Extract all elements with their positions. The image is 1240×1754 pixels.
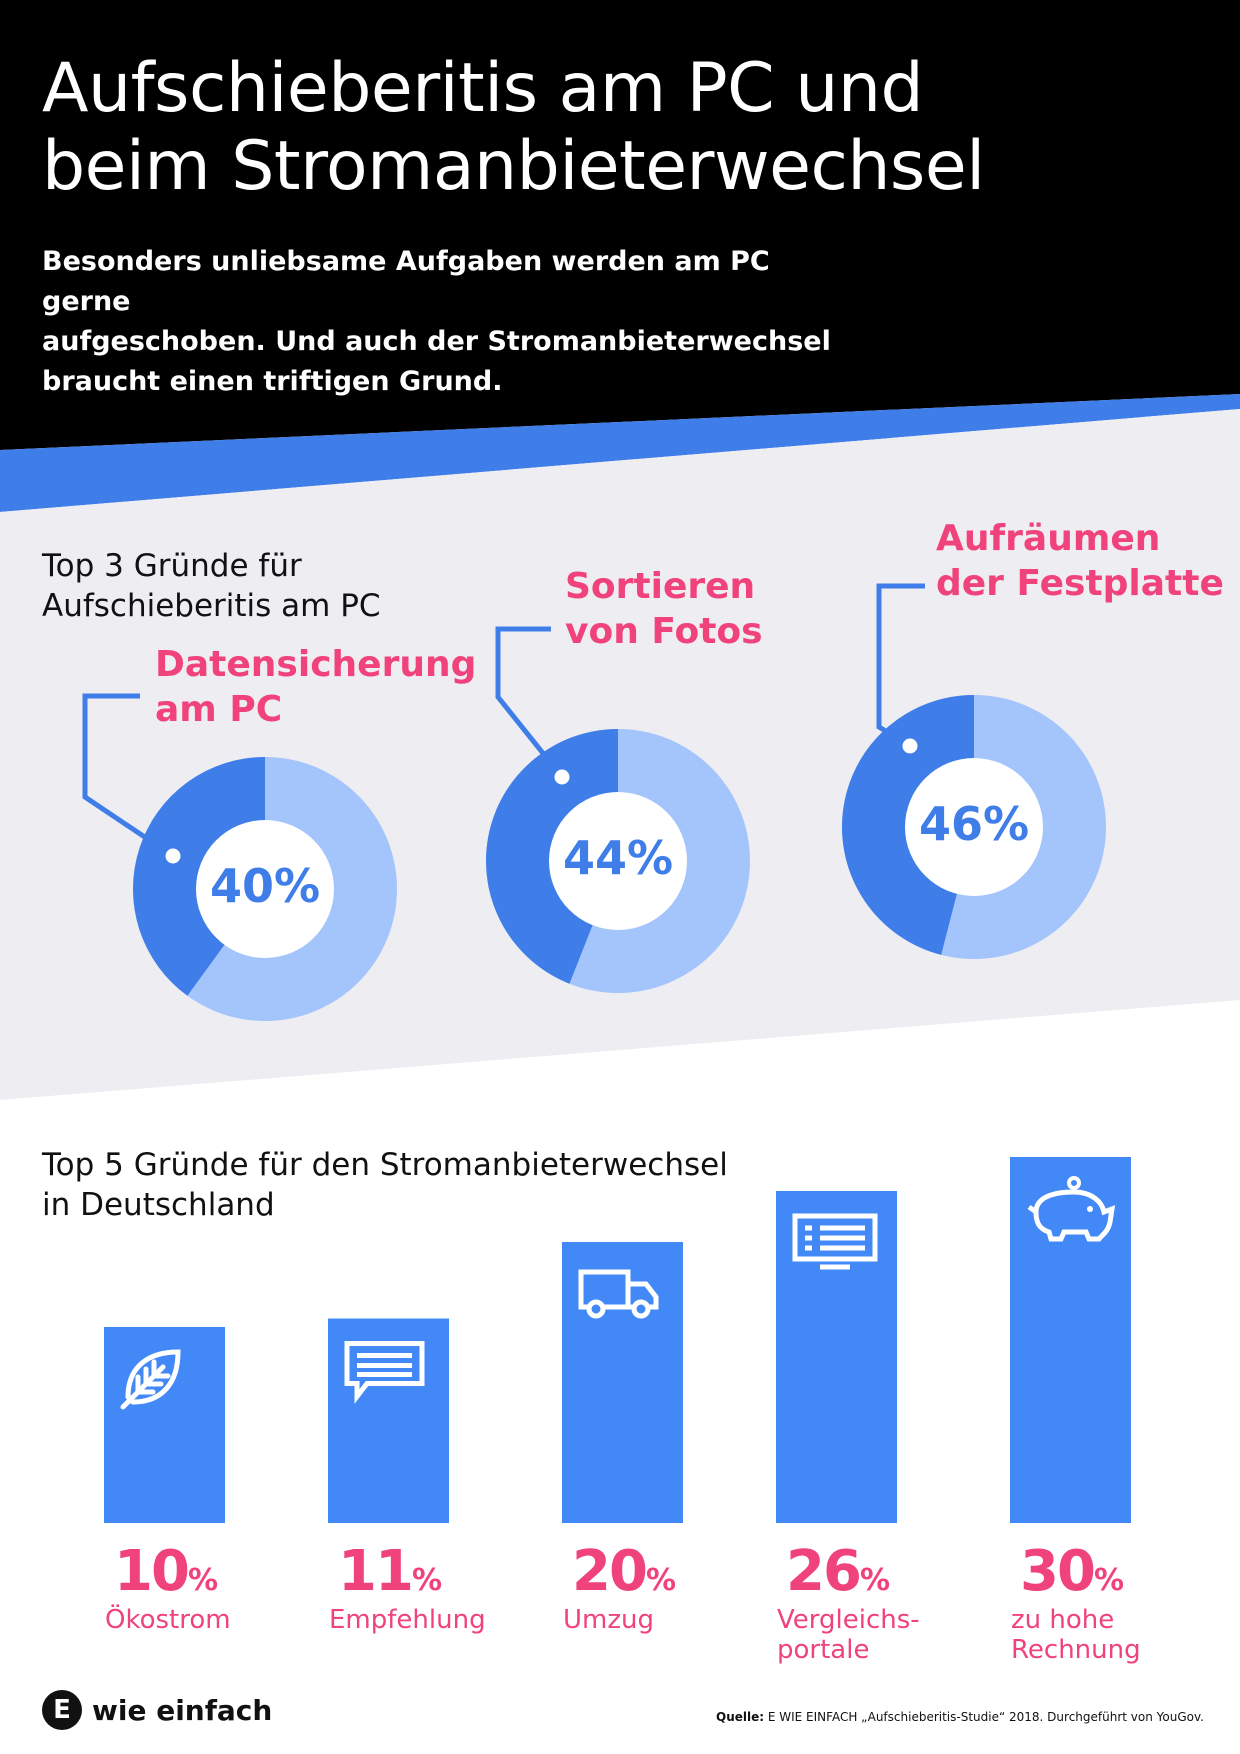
bar-value-number: 10 <box>114 1539 190 1604</box>
title-line: in Deutschland <box>42 1187 275 1223</box>
bar-value-number: 26 <box>786 1539 862 1604</box>
piggy-bank-icon <box>1027 1176 1116 1242</box>
callout-line <box>495 626 564 779</box>
label-line: portale <box>777 1635 870 1665</box>
bar-value-unit: % <box>859 1563 890 1598</box>
label-line: Umzug <box>563 1605 654 1635</box>
bar-value: 11% <box>338 1539 442 1604</box>
bar-value-unit: % <box>187 1563 218 1598</box>
source-prefix: Quelle: <box>716 1710 765 1724</box>
donut-label: Sortieren von Fotos <box>565 564 763 654</box>
donut-chart <box>842 583 1106 959</box>
donut-label: Datensicherung am PC <box>155 642 476 732</box>
callout-dot <box>160 843 186 869</box>
title-line: Aufschieberitis am PC <box>42 588 381 624</box>
label-line: zu hohe <box>1011 1605 1115 1635</box>
label-line: Ökostrom <box>105 1605 231 1635</box>
bar-value-unit: % <box>411 1563 442 1598</box>
donut-label: Aufräumen der Festplatte <box>936 516 1224 606</box>
donut-value: 40% <box>209 859 321 913</box>
bar-label: Empfehlung <box>329 1605 486 1635</box>
subtitle-line: braucht einen triftigen Grund. <box>42 366 503 397</box>
bar-label: zu hohe Rechnung <box>1011 1605 1141 1665</box>
bar-section-title: Top 5 Gründe für den Stromanbieterwechse… <box>42 1145 728 1225</box>
title-line: Aufschieberitis am PC und <box>42 49 924 128</box>
blue-stripe <box>0 394 1240 512</box>
bar <box>1010 1157 1131 1523</box>
logo: E wie einfach <box>42 1690 272 1730</box>
monitor-icon <box>792 1213 878 1270</box>
callout-line <box>876 583 925 749</box>
title-line: Top 5 Gründe für den Stromanbieterwechse… <box>42 1147 728 1183</box>
callout-dot <box>549 764 575 790</box>
bar-value-unit: % <box>1093 1563 1124 1598</box>
label-line: der Festplatte <box>936 563 1224 604</box>
source-note: Quelle: E WIE EINFACH „Aufschieberitis-S… <box>716 1710 1204 1724</box>
label-line: Datensicherung <box>155 644 477 685</box>
page-title: Aufschieberitis am PC und beim Stromanbi… <box>42 50 985 206</box>
bar-value: 26% <box>786 1539 890 1604</box>
header-background <box>0 0 1240 450</box>
donut-hole <box>905 758 1043 896</box>
source-text: E WIE EINFACH „Aufschieberitis-Studie“ 2… <box>764 1710 1204 1724</box>
bar-value-number: 30 <box>1020 1539 1096 1604</box>
label-line: Rechnung <box>1011 1635 1141 1665</box>
donut-section-title: Top 3 Gründe für Aufschieberitis am PC <box>42 546 381 626</box>
callout-line <box>82 693 175 859</box>
donut-chart <box>82 693 397 1021</box>
bar-value-number: 20 <box>572 1539 648 1604</box>
callout-dot <box>897 733 923 759</box>
bar-label: Ökostrom <box>105 1605 231 1635</box>
leaf-icon <box>120 1349 181 1410</box>
bar <box>104 1327 225 1523</box>
label-line: am PC <box>155 689 283 730</box>
title-line: beim Stromanbieterwechsel <box>42 127 985 206</box>
speech-bubble-icon <box>344 1341 425 1404</box>
bar <box>776 1191 897 1523</box>
subtitle-line: Besonders unliebsame Aufgaben werden am … <box>42 246 770 317</box>
donut-chart <box>486 626 750 993</box>
bar-label: Umzug <box>563 1605 654 1635</box>
logo-text: wie einfach <box>92 1693 273 1727</box>
subtitle: Besonders unliebsame Aufgaben werden am … <box>42 242 842 402</box>
truck-icon <box>578 1269 659 1319</box>
donut-value: 46% <box>918 797 1030 851</box>
bar-rect <box>104 1327 225 1523</box>
label-line: Empfehlung <box>329 1605 486 1635</box>
bar-value: 30% <box>1020 1539 1124 1604</box>
bar-label: Vergleichs-portale <box>777 1605 920 1665</box>
title-line: Top 3 Gründe für <box>42 548 302 584</box>
bar-value: 10% <box>114 1539 218 1604</box>
donut-hole <box>549 792 687 930</box>
label-line: Aufräumen <box>936 518 1161 559</box>
bar <box>328 1318 449 1523</box>
label-line: Vergleichs- <box>777 1605 920 1635</box>
bar-value-number: 11 <box>338 1539 414 1604</box>
bar-value-unit: % <box>645 1563 676 1598</box>
donut-hole <box>196 820 334 958</box>
subtitle-line: aufgeschoben. Und auch der Stromanbieter… <box>42 326 831 357</box>
bar-value: 20% <box>572 1539 676 1604</box>
bar <box>562 1242 683 1523</box>
logo-mark: E <box>42 1690 82 1730</box>
label-line: Sortieren <box>565 566 756 607</box>
label-line: von Fotos <box>565 611 763 652</box>
donut-value: 44% <box>562 831 674 885</box>
